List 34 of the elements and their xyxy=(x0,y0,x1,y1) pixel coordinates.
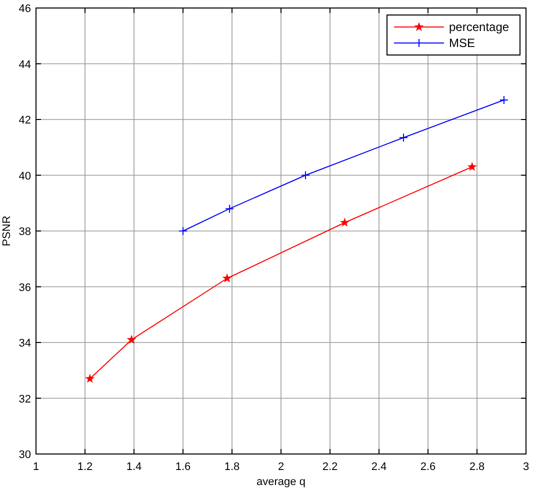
x-tick-label: 1.6 xyxy=(175,461,191,473)
x-tick-label: 2.6 xyxy=(420,461,436,473)
point xyxy=(399,133,408,142)
legend-label: percentage xyxy=(449,20,510,34)
x-tick-label: 3 xyxy=(522,461,530,473)
point xyxy=(85,374,95,383)
point xyxy=(499,95,508,104)
y-tick-label: 34 xyxy=(18,338,31,350)
y-tick-label: 32 xyxy=(18,393,31,406)
x-tick-label: 2 xyxy=(278,461,284,473)
x-tick-label: 1.8 xyxy=(224,461,240,473)
y-tick-label: 44 xyxy=(18,58,31,71)
x-tick-label: 2.8 xyxy=(469,461,485,473)
y-tick-label: 40 xyxy=(18,170,31,182)
x-tick-label: 2.2 xyxy=(322,461,338,473)
point xyxy=(222,273,232,282)
legend-label: MSE xyxy=(449,36,476,50)
y-tick-label: 42 xyxy=(18,114,31,126)
point xyxy=(178,226,188,236)
point xyxy=(126,334,136,344)
x-tick-label: 1.4 xyxy=(126,461,142,473)
point xyxy=(225,204,234,214)
point xyxy=(301,170,310,180)
y-axis-title: PSNR xyxy=(1,216,13,246)
point xyxy=(467,162,477,171)
x-tick-label: 1 xyxy=(32,461,40,473)
point xyxy=(340,218,350,227)
x-axis-title: average q xyxy=(256,476,306,488)
y-tick-label: 38 xyxy=(18,226,31,238)
y-tick-label: 46 xyxy=(18,3,31,15)
y-tick-label: 30 xyxy=(18,449,31,461)
y-tick-label: 36 xyxy=(18,282,31,294)
x-tick-label: 1.2 xyxy=(77,461,93,473)
x-tick-label: 2.4 xyxy=(371,461,387,473)
